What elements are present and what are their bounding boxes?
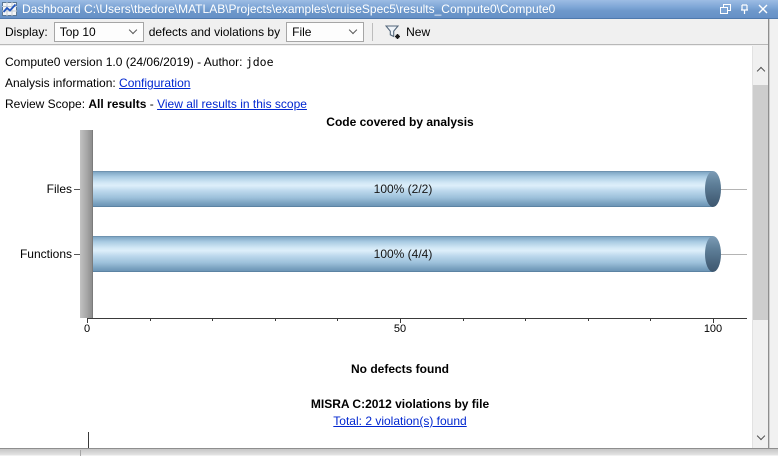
defects-violations-label: defects and violations by (148, 24, 281, 39)
x-axis-minor-tick (337, 318, 338, 321)
frame-divider (80, 450, 81, 456)
dashboard-toolbar: Display: Top 10 defects and violations b… (0, 19, 769, 45)
category-label-files: Files (46, 182, 72, 196)
display-count-value: Top 10 (59, 24, 96, 39)
group-by-value: File (292, 24, 312, 39)
analysis-info-line: Analysis information: Configuration (5, 73, 307, 94)
x-tick-label-0: 0 (83, 323, 91, 335)
version-text: Compute0 version 1.0 (24/06/2019) - Auth… (5, 55, 246, 69)
category-tick (74, 254, 80, 255)
result-version-line: Compute0 version 1.0 (24/06/2019) - Auth… (5, 52, 307, 73)
dashboard-content: Compute0 version 1.0 (24/06/2019) - Auth… (0, 46, 752, 448)
toolbar-separator (372, 22, 374, 41)
configuration-link[interactable]: Configuration (119, 76, 191, 90)
bar-value-label: 100% (4/4) (373, 247, 433, 261)
review-scope-value: All results (88, 97, 147, 111)
window-bottom-frame (0, 448, 778, 456)
chevron-down-icon (128, 25, 137, 35)
review-scope-label: Review Scope: (5, 97, 89, 111)
filter-new-icon (385, 24, 401, 39)
chart-axis-wall (80, 130, 93, 318)
x-axis-minor-tick (150, 318, 151, 321)
bar-value-label: 100% (2/2) (373, 182, 433, 196)
author-name: jdoe (245, 55, 274, 69)
titlebar[interactable]: Dashboard C:\Users\tbedore\MATLAB\Projec… (0, 0, 778, 19)
close-icon[interactable] (758, 4, 768, 14)
scrollbar-down-button[interactable] (753, 429, 769, 446)
gridline (721, 254, 747, 255)
scrollbar-up-button[interactable] (753, 60, 769, 77)
new-filter-button[interactable]: New (380, 22, 435, 42)
x-axis-minor-tick (212, 318, 213, 321)
category-label-functions: Functions (19, 247, 72, 261)
group-by-select[interactable]: File (286, 21, 365, 42)
x-axis-major-tick (400, 318, 401, 323)
vertical-scrollbar[interactable] (752, 46, 769, 448)
x-axis-line (87, 318, 747, 319)
misra-violations-heading: MISRA C:2012 violations by file (310, 397, 490, 411)
x-tick-label-50: 50 (393, 323, 407, 335)
coverage-bar-functions[interactable]: 100% (4/4) (93, 236, 721, 272)
review-scope-line: Review Scope: All results - View all res… (5, 94, 307, 115)
bar-end-cap (705, 236, 721, 272)
x-axis-minor-tick (275, 318, 276, 321)
analysis-info-label: Analysis information: (5, 76, 120, 90)
next-chart-axis-partial (88, 432, 89, 448)
chevron-up-icon (756, 66, 766, 75)
coverage-chart-title: Code covered by analysis (326, 115, 474, 129)
pin-icon[interactable] (740, 3, 749, 15)
scope-separator: - (146, 97, 158, 111)
total-violations-link[interactable]: Total: 2 violation(s) found (333, 414, 467, 428)
coverage-bar-files[interactable]: 100% (2/2) (93, 171, 721, 207)
new-button-label: New (406, 24, 431, 39)
gridline (721, 189, 747, 190)
chevron-down-icon (756, 431, 766, 441)
window-right-frame (768, 19, 778, 448)
view-all-results-link[interactable]: View all results in this scope (157, 97, 307, 111)
no-defects-heading: No defects found (351, 362, 449, 376)
x-axis-minor-tick (525, 318, 526, 321)
undock-icon[interactable] (720, 4, 731, 14)
result-info: Compute0 version 1.0 (24/06/2019) - Auth… (5, 52, 307, 115)
x-axis-minor-tick (463, 318, 464, 321)
x-tick-label-100: 100 (703, 323, 723, 335)
dashboard-chart-icon (2, 2, 17, 16)
bar-end-cap (705, 171, 721, 207)
category-tick (74, 189, 80, 190)
scrollbar-thumb[interactable] (753, 85, 769, 320)
display-count-select[interactable]: Top 10 (53, 21, 144, 42)
display-label: Display: (5, 24, 48, 39)
chevron-down-icon (348, 25, 358, 35)
x-axis-minor-tick (650, 318, 651, 321)
window-title: Dashboard C:\Users\tbedore\MATLAB\Projec… (22, 2, 556, 16)
x-axis-minor-tick (588, 318, 589, 321)
x-axis-major-tick (87, 318, 88, 323)
x-axis-major-tick (713, 318, 714, 323)
